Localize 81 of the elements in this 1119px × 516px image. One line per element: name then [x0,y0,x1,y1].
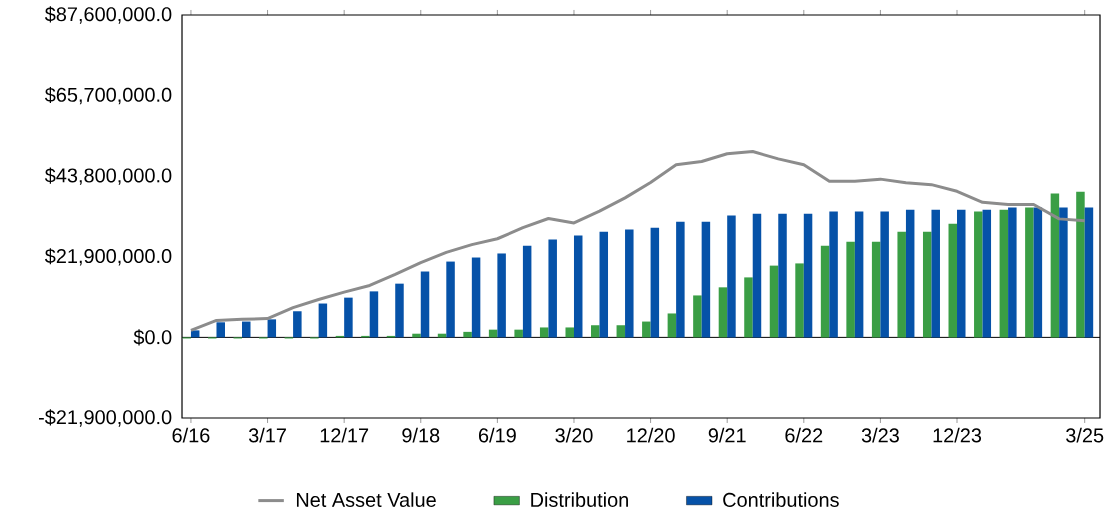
bar [718,287,728,338]
y-tick-label: $43,800,000.0 [44,167,172,185]
bar [514,329,523,338]
bar [446,261,455,338]
bar [854,211,864,338]
bar [463,331,472,338]
bar [539,327,549,338]
bar [1076,191,1085,338]
bar [599,231,609,338]
legend-label: Distribution [531,492,628,507]
bar [267,319,277,338]
x-tick-label: 12/23 [933,427,982,443]
x-tick-label: 3/17 [248,427,286,443]
legend-label: Net Asset Value [296,492,436,507]
bar [369,291,379,338]
y-tick-label: $87,600,000.0 [44,6,172,24]
x-tick-label: 3/20 [555,427,593,443]
legend-label: Contributions [723,492,839,507]
y-tick-label: $21,900,000.0 [44,248,172,266]
bar [565,327,574,338]
x-tick-label: 3/23 [861,427,899,443]
bar [1008,207,1017,338]
x-tick-label: 12/20 [627,427,675,443]
bar [752,213,762,338]
bar [957,209,966,338]
x-tick-label: 6/19 [479,427,516,443]
bar [795,263,804,338]
bar [803,213,813,338]
y-tick-label: -$21,900,000.0 [38,409,172,427]
bar [744,277,753,338]
bar [922,231,932,338]
bar [982,209,992,338]
bar [242,321,251,338]
bar [829,211,838,338]
bar [1025,207,1034,338]
x-tick-label: 9/21 [708,427,746,443]
bar [999,209,1009,338]
bar [820,245,830,338]
bar [650,227,660,338]
bar [846,241,855,338]
x-tick-label: 6/16 [172,427,210,443]
y-tick-label: $0.0 [133,329,172,346]
bar [1059,207,1068,338]
bar [591,325,600,338]
bar [948,223,958,338]
bar [642,321,651,338]
bar [548,239,557,338]
bar [701,221,711,338]
bar [871,241,881,338]
bar [216,322,225,338]
bar [974,211,983,338]
bar [905,209,915,338]
bar [676,221,685,338]
line-series [189,150,1087,332]
bar [1033,207,1043,338]
y-tick-label: $65,700,000.0 [44,86,172,105]
bar [395,283,404,338]
bar [1084,207,1094,338]
bar [616,325,626,338]
bar [667,313,677,338]
bar [318,303,328,338]
x-tick-label: 6/22 [785,427,823,443]
bar [344,297,353,338]
bar [625,229,634,338]
bar [293,311,302,338]
bar [931,209,940,338]
x-tick-label: 9/18 [402,427,440,443]
bar [420,271,430,338]
x-tick-label: 3/25 [1066,427,1104,443]
bar [522,245,532,338]
bar [1050,193,1060,338]
bar [897,231,906,338]
bar [778,213,787,338]
bar [880,211,889,338]
bar [769,265,779,338]
bar [471,257,481,338]
bar [693,295,702,338]
bar [497,253,506,338]
bar [727,215,736,338]
bar [573,235,583,338]
x-tick-label: 12/17 [320,427,369,443]
